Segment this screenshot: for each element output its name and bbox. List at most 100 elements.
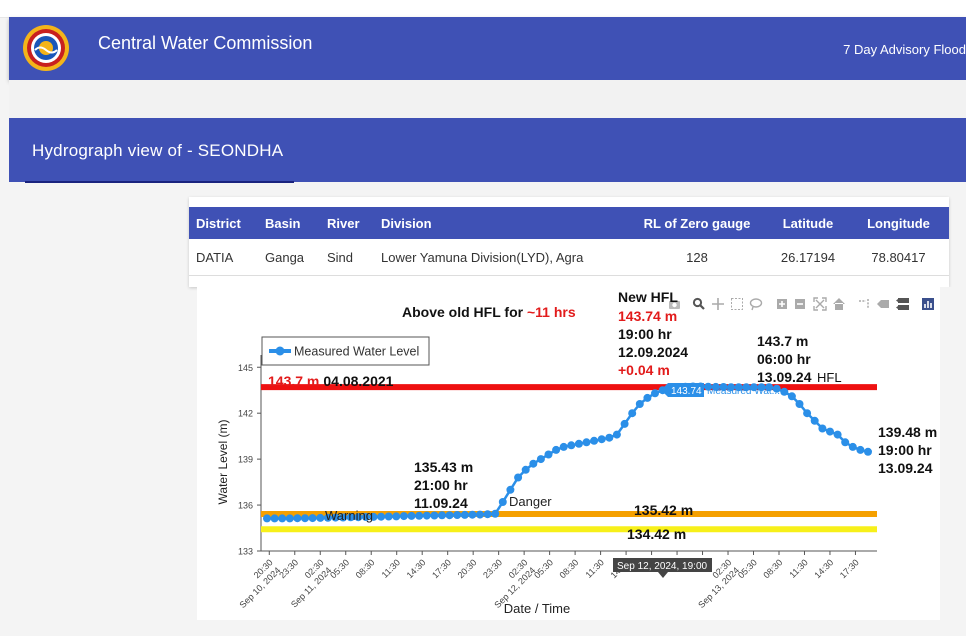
- data-point[interactable]: [514, 473, 523, 482]
- data-point[interactable]: [285, 514, 294, 523]
- data-point[interactable]: [704, 382, 713, 391]
- data-point[interactable]: [552, 445, 561, 454]
- data-point[interactable]: [407, 511, 416, 520]
- data-point[interactable]: [864, 447, 872, 456]
- data-point[interactable]: [856, 445, 865, 454]
- data-point[interactable]: [643, 393, 652, 402]
- data-point[interactable]: [787, 392, 796, 401]
- above-hfl-annotation: Above old HFL for ~11 hrs: [402, 304, 576, 320]
- data-point[interactable]: [506, 485, 515, 494]
- data-point[interactable]: [361, 513, 370, 521]
- data-point[interactable]: [529, 459, 538, 468]
- data-point[interactable]: [369, 512, 378, 521]
- data-point[interactable]: [483, 510, 492, 519]
- data-point[interactable]: [772, 384, 781, 393]
- data-point[interactable]: [536, 455, 545, 464]
- pan-icon[interactable]: [712, 298, 724, 310]
- data-point[interactable]: [308, 514, 317, 523]
- data-point[interactable]: [323, 513, 332, 522]
- camera-icon[interactable]: [669, 301, 680, 309]
- data-point[interactable]: [544, 450, 553, 459]
- zoom-icon[interactable]: [692, 297, 705, 310]
- data-point[interactable]: [270, 514, 279, 523]
- svg-text:06:00 hr: 06:00 hr: [757, 351, 811, 367]
- data-point[interactable]: [628, 409, 637, 418]
- advisory-link[interactable]: 7 Day Advisory Flood: [843, 42, 966, 57]
- svg-text:21:00 hr: 21:00 hr: [414, 477, 468, 493]
- data-point[interactable]: [263, 514, 271, 523]
- data-point[interactable]: [780, 387, 789, 396]
- data-point[interactable]: [727, 383, 736, 392]
- data-point[interactable]: [597, 435, 606, 444]
- data-point[interactable]: [757, 383, 766, 392]
- data-point[interactable]: [567, 441, 576, 450]
- data-point[interactable]: [795, 400, 804, 408]
- data-point[interactable]: [742, 383, 751, 392]
- data-point[interactable]: [339, 513, 348, 522]
- reset-axes-icon[interactable]: [833, 298, 845, 310]
- data-point[interactable]: [590, 436, 599, 445]
- data-point[interactable]: [574, 439, 583, 448]
- data-point[interactable]: [582, 438, 591, 447]
- data-point[interactable]: [841, 438, 850, 447]
- data-point[interactable]: [346, 513, 355, 522]
- data-point[interactable]: [848, 442, 857, 451]
- data-point[interactable]: [826, 427, 834, 436]
- data-point[interactable]: [765, 383, 774, 392]
- svg-text:143.7 m: 143.7 m: [757, 333, 808, 349]
- data-point[interactable]: [316, 513, 325, 522]
- data-point[interactable]: [559, 442, 568, 451]
- cell-longitude: 78.80417: [848, 239, 949, 276]
- data-point[interactable]: [818, 424, 827, 433]
- data-point[interactable]: [415, 511, 424, 520]
- data-point[interactable]: [498, 498, 507, 506]
- data-point[interactable]: [399, 512, 408, 521]
- zoom-in-icon[interactable]: [777, 299, 787, 309]
- data-point[interactable]: [468, 510, 477, 519]
- box-select-icon[interactable]: [731, 298, 743, 310]
- data-point[interactable]: [833, 430, 842, 439]
- data-point[interactable]: [635, 400, 644, 408]
- data-point[interactable]: [460, 510, 469, 519]
- data-point[interactable]: [734, 383, 743, 392]
- data-point[interactable]: [476, 510, 484, 519]
- data-point[interactable]: [711, 382, 720, 391]
- data-point[interactable]: [293, 514, 302, 523]
- data-point[interactable]: [377, 512, 386, 521]
- station-info-table: District Basin River Division RL of Zero…: [189, 207, 949, 276]
- data-point[interactable]: [749, 383, 758, 392]
- y-tick-label: 145: [238, 363, 253, 373]
- spike-lines-icon[interactable]: [859, 299, 869, 309]
- section-header: Hydrograph view of - SEONDHA: [9, 118, 966, 183]
- data-point[interactable]: [301, 514, 309, 523]
- data-point[interactable]: [430, 511, 439, 520]
- autoscale-icon[interactable]: [813, 297, 827, 311]
- data-point[interactable]: [278, 514, 287, 523]
- data-point[interactable]: [605, 433, 614, 442]
- data-point[interactable]: [453, 511, 462, 519]
- data-point[interactable]: [651, 389, 659, 398]
- zoom-out-icon[interactable]: [795, 299, 805, 309]
- data-point[interactable]: [719, 383, 728, 391]
- data-point[interactable]: [438, 511, 446, 520]
- lasso-select-icon[interactable]: [749, 298, 763, 311]
- data-point[interactable]: [354, 513, 363, 522]
- data-point[interactable]: [810, 416, 819, 425]
- data-point[interactable]: [331, 513, 340, 522]
- plotly-logo-icon[interactable]: [922, 298, 934, 310]
- data-point[interactable]: [392, 512, 401, 521]
- data-point[interactable]: [521, 465, 530, 474]
- hover-compare-icon[interactable]: [896, 298, 909, 310]
- data-point[interactable]: [491, 509, 500, 518]
- data-point[interactable]: [612, 430, 621, 439]
- chart-legend[interactable]: Measured Water Level: [261, 336, 430, 366]
- y-tick-label: 133: [238, 547, 253, 557]
- data-point[interactable]: [384, 512, 393, 521]
- data-point[interactable]: [422, 511, 431, 520]
- y-axis-title: Water Level (m): [216, 420, 230, 505]
- hover-closest-icon[interactable]: [877, 300, 889, 308]
- x-tick-label: 05:30: [328, 557, 351, 580]
- data-point[interactable]: [620, 419, 629, 428]
- data-point[interactable]: [803, 409, 812, 418]
- data-point[interactable]: [445, 511, 454, 520]
